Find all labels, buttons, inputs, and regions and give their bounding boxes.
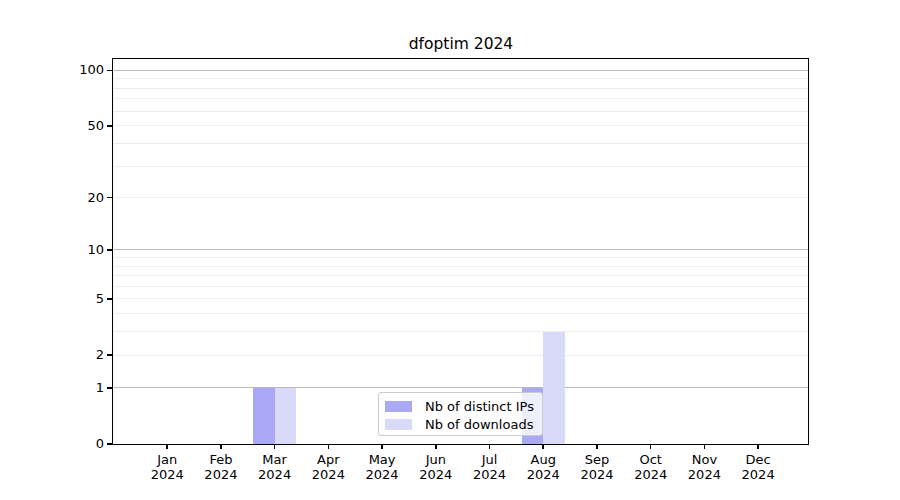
y-tickmark-2 <box>107 354 112 356</box>
x-tick-label-jul: Jul 2024 <box>460 452 520 482</box>
minor-gridline-80 <box>114 88 808 89</box>
minor-gridline-50 <box>114 125 808 126</box>
y-tickmark-20 <box>107 197 112 199</box>
x-tick-label-nov: Nov 2024 <box>674 452 734 482</box>
minor-gridline-4 <box>114 313 808 314</box>
bar-mar-distinct-ips <box>253 388 275 444</box>
x-tick-label-jan: Jan 2024 <box>137 452 197 482</box>
minor-gridline-6 <box>114 286 808 287</box>
x-tick-label-feb: Feb 2024 <box>191 452 251 482</box>
x-tickmark-may <box>381 444 383 449</box>
minor-gridline-7 <box>114 275 808 276</box>
y-tickmark-0 <box>107 443 112 445</box>
legend-label-distinct-ips: Nb of distinct IPs <box>425 398 534 415</box>
minor-gridline-20 <box>114 197 808 198</box>
y-tick-label-20: 20 <box>38 190 104 206</box>
minor-gridline-2 <box>114 355 808 356</box>
y-tickmark-1 <box>107 387 112 389</box>
x-tickmark-apr <box>328 444 330 449</box>
minor-gridline-70 <box>114 98 808 99</box>
x-tick-label-aug: Aug 2024 <box>513 452 573 482</box>
x-tickmark-mar <box>274 444 276 449</box>
x-tickmark-jun <box>435 444 437 449</box>
y-tick-label-5: 5 <box>38 291 104 307</box>
x-tickmark-dec <box>757 444 759 449</box>
x-tick-label-jun: Jun 2024 <box>406 452 466 482</box>
legend: Nb of distinct IPs Nb of downloads <box>378 392 543 436</box>
bar-aug-downloads <box>543 332 565 444</box>
minor-gridline-90 <box>114 78 808 79</box>
plot-frame <box>112 58 809 445</box>
x-tickmark-aug <box>542 444 544 449</box>
y-tick-label-0: 0 <box>38 436 104 452</box>
x-tick-label-mar: Mar 2024 <box>245 452 305 482</box>
legend-swatch-distinct-ips <box>385 401 412 412</box>
minor-gridline-30 <box>114 166 808 167</box>
legend-entry-distinct-ips: Nb of distinct IPs <box>385 398 536 415</box>
minor-gridline-40 <box>114 143 808 144</box>
y-tick-label-100: 100 <box>38 62 104 78</box>
x-tick-label-dec: Dec 2024 <box>728 452 788 482</box>
minor-gridline-9 <box>114 257 808 258</box>
legend-label-downloads: Nb of downloads <box>425 416 533 433</box>
major-gridline-100 <box>114 70 808 71</box>
y-tick-label-50: 50 <box>38 118 104 134</box>
y-tickmark-5 <box>107 298 112 300</box>
y-tick-label-10: 10 <box>38 242 104 258</box>
chart-title: dfoptim 2024 <box>113 35 809 53</box>
y-tickmark-10 <box>107 249 112 251</box>
y-tickmark-100 <box>107 70 112 72</box>
x-tick-label-sep: Sep 2024 <box>567 452 627 482</box>
x-tickmark-jan <box>166 444 168 449</box>
minor-gridline-60 <box>114 111 808 112</box>
major-gridline-10 <box>114 249 808 250</box>
x-tickmark-jul <box>489 444 491 449</box>
x-tick-label-apr: Apr 2024 <box>298 452 358 482</box>
x-tickmark-sep <box>596 444 598 449</box>
y-tick-label-1: 1 <box>38 380 104 396</box>
minor-gridline-8 <box>114 266 808 267</box>
x-tick-label-may: May 2024 <box>352 452 412 482</box>
y-tick-label-2: 2 <box>38 347 104 363</box>
chart-figure: dfoptim 2024 0 1 2 5 10 20 50 100 Jan 2024Feb 20… <box>0 0 900 500</box>
x-tickmark-feb <box>220 444 222 449</box>
minor-gridline-3 <box>114 331 808 332</box>
x-tick-label-oct: Oct 2024 <box>621 452 681 482</box>
y-tickmark-50 <box>107 125 112 127</box>
major-gridline-1 <box>114 387 808 388</box>
legend-swatch-downloads <box>385 419 412 430</box>
x-tickmark-nov <box>704 444 706 449</box>
x-tickmark-oct <box>650 444 652 449</box>
legend-entry-downloads: Nb of downloads <box>385 416 536 433</box>
minor-gridline-5 <box>114 298 808 299</box>
bar-mar-downloads <box>275 388 297 444</box>
